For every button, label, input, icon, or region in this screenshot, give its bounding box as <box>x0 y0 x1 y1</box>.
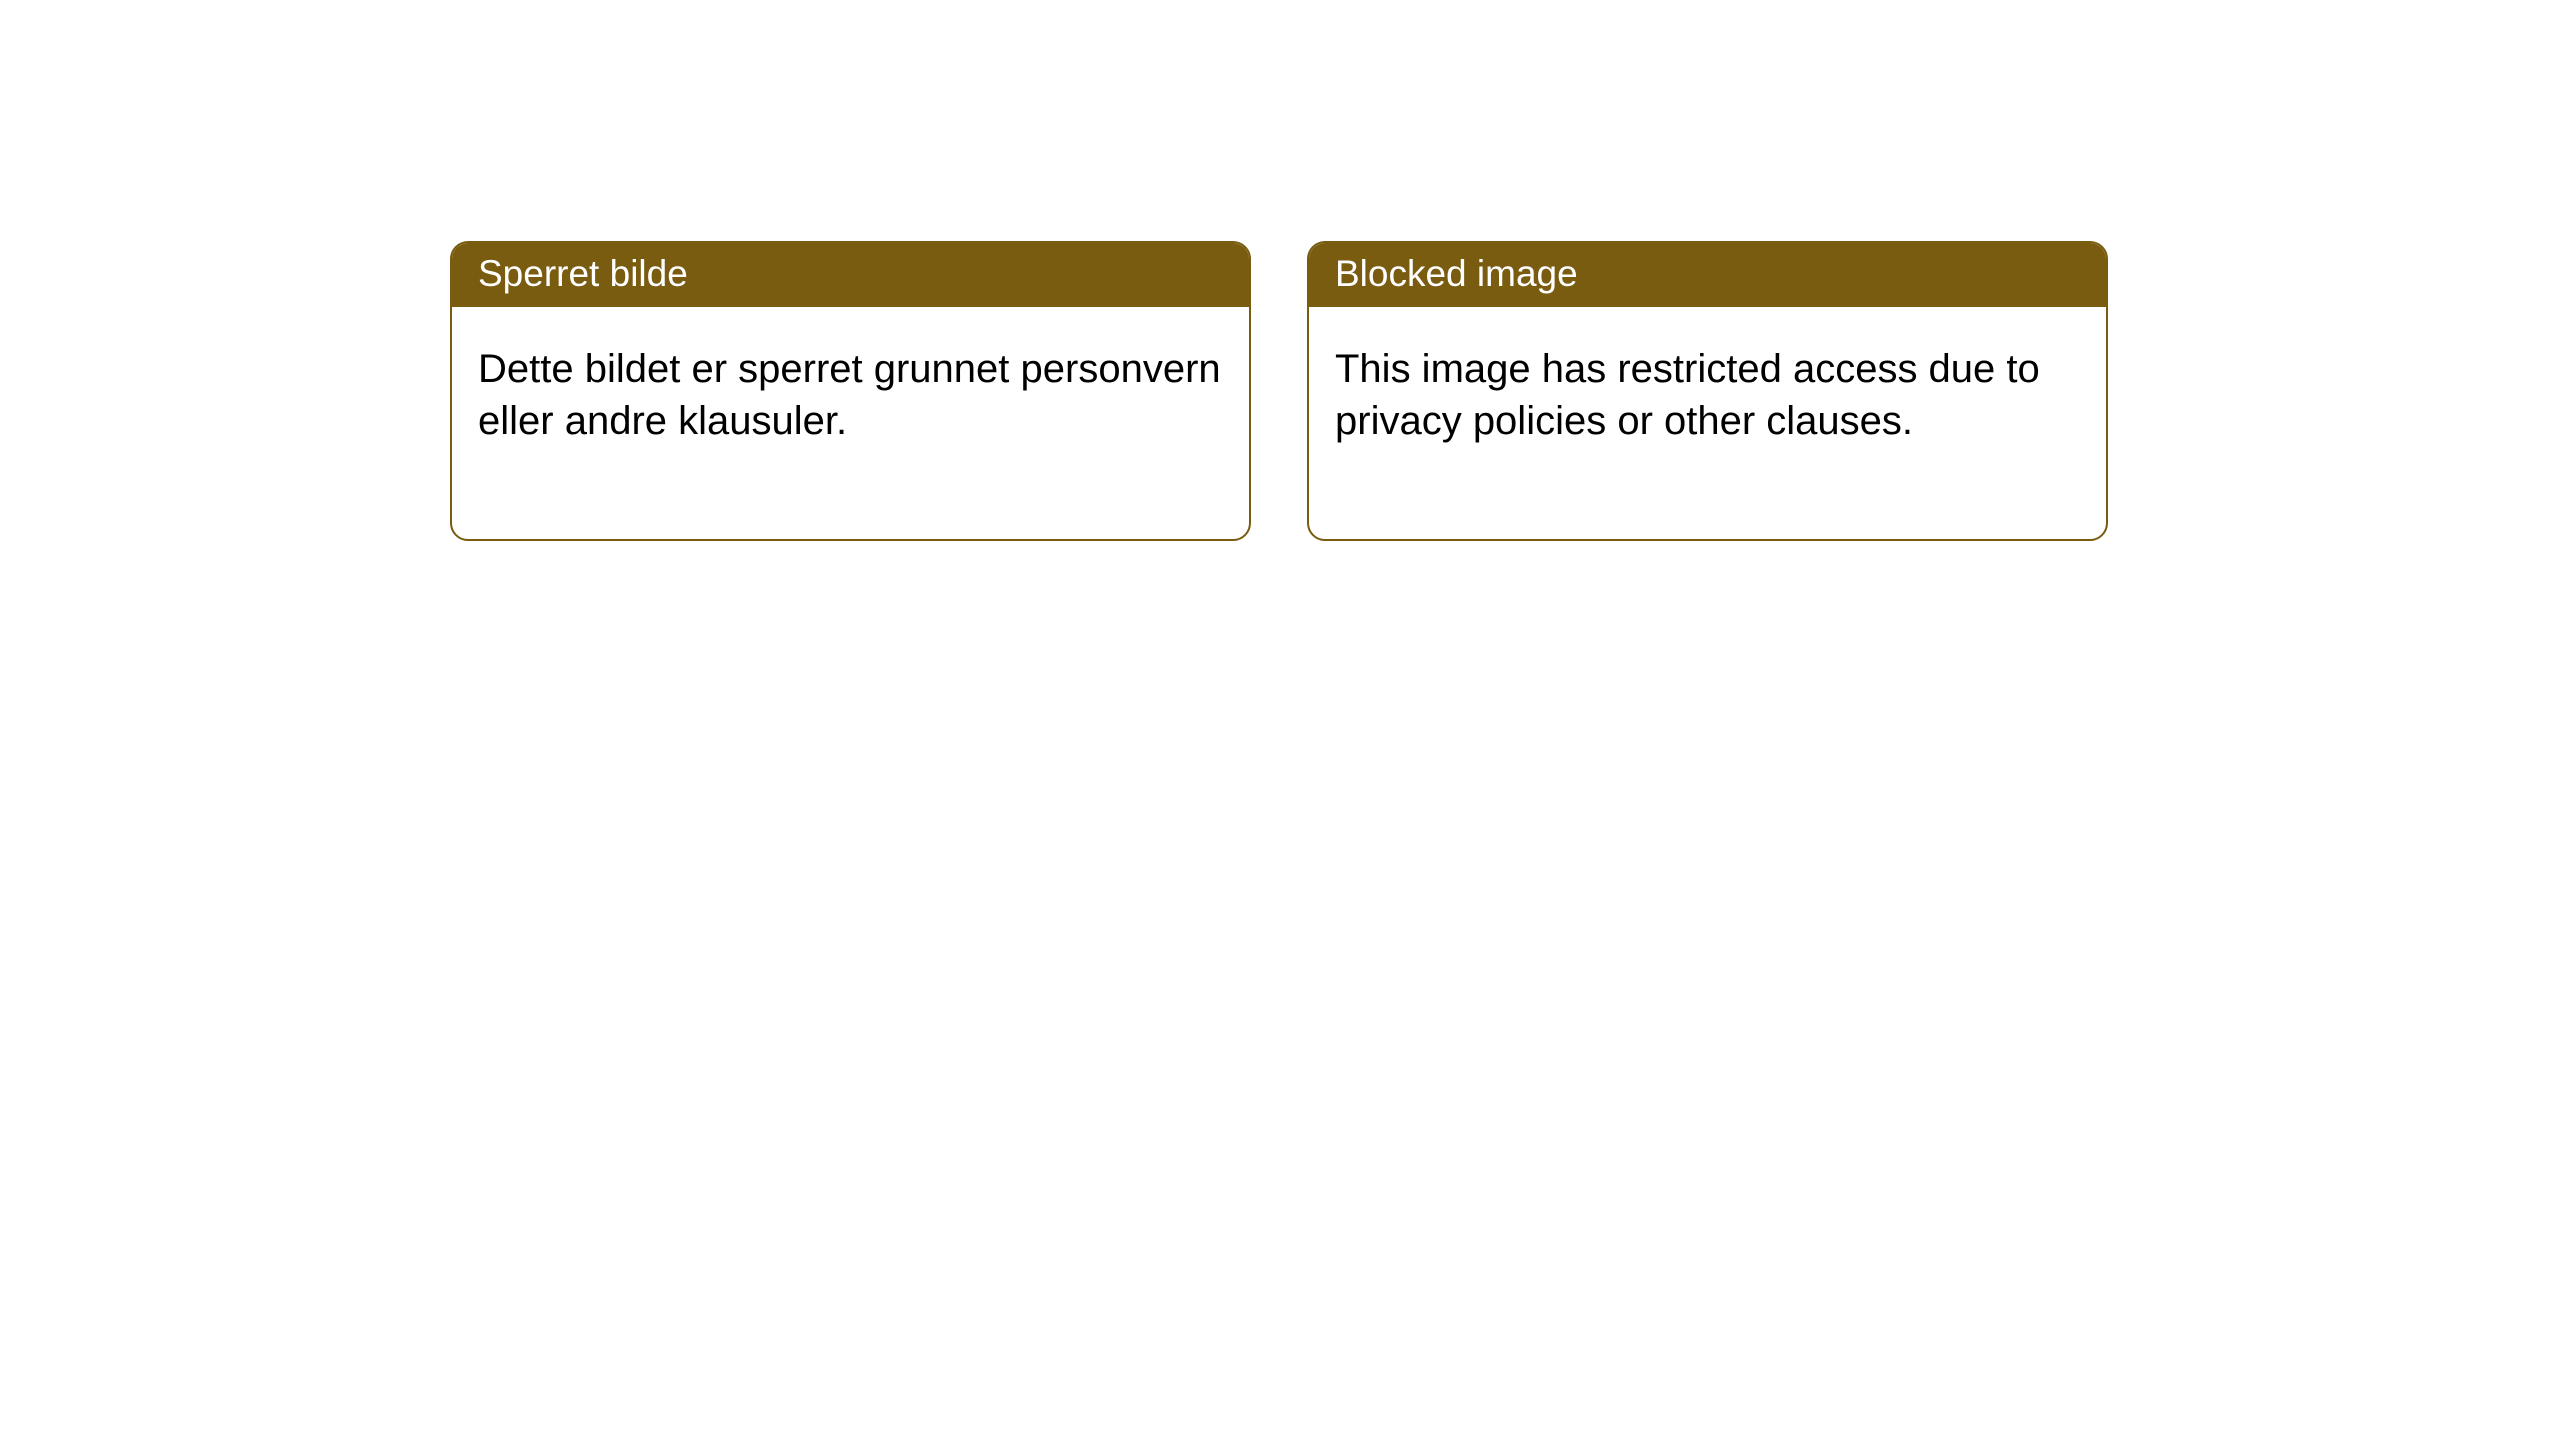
notice-card-no: Sperret bilde Dette bildet er sperret gr… <box>450 241 1251 541</box>
notice-card-title: Sperret bilde <box>452 243 1249 307</box>
notice-card-body: Dette bildet er sperret grunnet personve… <box>452 307 1249 539</box>
notice-card-en: Blocked image This image has restricted … <box>1307 241 2108 541</box>
notice-cards-container: Sperret bilde Dette bildet er sperret gr… <box>450 241 2108 541</box>
notice-card-body: This image has restricted access due to … <box>1309 307 2106 539</box>
notice-card-title: Blocked image <box>1309 243 2106 307</box>
